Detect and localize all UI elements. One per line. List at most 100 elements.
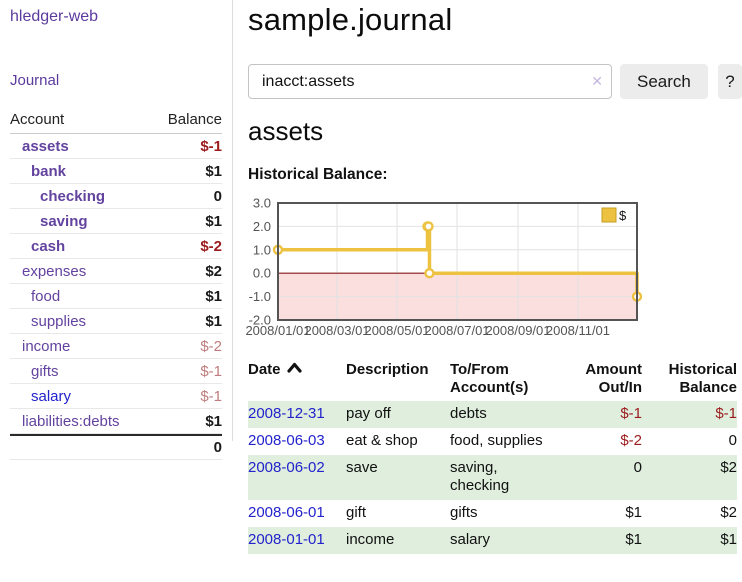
accounts-header-balance: Balance [167, 111, 222, 128]
register-cell-description: eat & shop [346, 432, 418, 449]
sidebar-account-link-cash[interactable]: cash [31, 237, 66, 255]
search-button[interactable]: Search [620, 64, 708, 99]
main-content: sample.journal ✕ Search ? assets Histori… [245, 0, 742, 554]
register-cell-amount: $1 [625, 531, 642, 548]
register-cell-balance: $2 [720, 504, 737, 521]
sidebar-account-link-saving[interactable]: saving [40, 212, 88, 230]
account-row: food $1 [10, 284, 222, 309]
transaction-date-link[interactable]: 2008-01-01 [248, 531, 325, 548]
register-cell-description: income [346, 531, 395, 548]
account-heading: assets [248, 116, 324, 146]
account-row: assets $-1 [10, 134, 222, 159]
x-axis-tick-label: 2008/03/01 [304, 323, 369, 338]
account-balance: $2 [205, 262, 222, 280]
register-cell-balance: $2 [720, 459, 737, 476]
register-cell-accounts: food, supplies [450, 432, 543, 449]
register-row: 2008-12-31 pay off debts $-1 $-1 [248, 401, 737, 428]
sidebar-account-link-supplies[interactable]: supplies [31, 312, 87, 330]
account-balance: $1 [205, 412, 222, 430]
legend-label: $ [619, 208, 627, 223]
help-button[interactable]: ? [717, 64, 742, 99]
register-cell-amount: 0 [633, 459, 642, 476]
account-row: liabilities:debts $1 [10, 409, 222, 434]
sidebar-account-link-salary[interactable]: salary [31, 387, 72, 405]
y-axis-tick-label: -2.0 [249, 313, 271, 328]
account-balance: $1 [205, 312, 222, 330]
account-balance: $-1 [200, 137, 222, 155]
search-bar: ✕ Search ? [248, 64, 742, 99]
x-axis-tick-label: 2008/11/01 [546, 323, 610, 338]
brand-link[interactable]: hledger-web [10, 8, 99, 25]
y-axis-tick-label: -1.0 [249, 289, 271, 304]
y-axis-tick-label: 0.0 [253, 266, 271, 281]
sidebar-account-link-assets[interactable]: assets [22, 137, 69, 155]
transaction-date-link[interactable]: 2008-06-01 [248, 504, 325, 521]
register-cell-description: save [346, 459, 378, 476]
accounts-total-value: 0 [213, 439, 222, 456]
account-balance: 0 [213, 187, 222, 205]
register-cell-amount: $-2 [620, 432, 642, 449]
account-balance: $-2 [200, 237, 222, 255]
register-header-description[interactable]: Description [346, 361, 450, 401]
register-row: 2008-06-01 gift gifts $1 $2 [248, 500, 737, 527]
register-header-label: Description [346, 361, 429, 378]
register-header-accounts[interactable]: To/From Account(s) [450, 361, 560, 401]
clear-search-icon[interactable]: ✕ [591, 73, 603, 89]
search-input[interactable] [248, 64, 612, 99]
y-axis-tick-label: 3.0 [253, 197, 271, 211]
register-header-date[interactable]: Date [248, 361, 346, 401]
x-axis-tick-label: 2008/07/01 [424, 323, 489, 338]
sidebar-account-link-liabilities-debts[interactable]: liabilities:debts [22, 412, 120, 430]
register-cell-description: pay off [346, 405, 391, 422]
register-header-label: Date [248, 361, 281, 378]
transaction-date-link[interactable]: 2008-12-31 [248, 405, 325, 422]
account-balance: $-2 [200, 337, 222, 355]
sort-ascending-icon [286, 362, 302, 373]
account-row: expenses $2 [10, 259, 222, 284]
account-balance: $1 [205, 162, 222, 180]
register-cell-accounts: saving, checking [450, 459, 510, 494]
register-header-label: Historical Balance [668, 361, 737, 396]
account-balance: $1 [205, 212, 222, 230]
transaction-date-link[interactable]: 2008-06-02 [248, 459, 325, 476]
sidebar-account-link-gifts[interactable]: gifts [31, 362, 59, 380]
account-row: bank $1 [10, 159, 222, 184]
account-row: supplies $1 [10, 309, 222, 334]
register-header-amount[interactable]: Amount Out/In [560, 361, 642, 401]
legend-swatch [601, 207, 617, 223]
historical-balance-chart: $3.0 2.0 1.0 0.0 -1.0 -2.0 2008/01/01 2008/03/0… [244, 197, 742, 345]
sidebar-account-link-income[interactable]: income [22, 337, 71, 355]
register-cell-accounts: salary [450, 531, 491, 548]
data-point-marker [423, 221, 434, 232]
x-axis-tick-label: 2008/05/01 [364, 323, 429, 338]
register-cell-balance: $1 [720, 531, 737, 548]
register-table: Date Description To/From Account(s) Amount … [248, 361, 737, 554]
y-axis-tick-label: 2.0 [253, 219, 271, 234]
accounts-total-row: 0 [10, 434, 222, 460]
chart-title: Historical Balance: [248, 166, 388, 183]
register-header-balance[interactable]: Historical Balance [642, 361, 737, 401]
y-axis-tick-label: 1.0 [253, 242, 271, 257]
register-header-label: Amount Out/In [585, 361, 642, 396]
register-cell-amount: $-1 [620, 405, 642, 422]
page-title: sample.journal [248, 2, 453, 37]
accounts-header-account: Account [10, 111, 65, 128]
sidebar-account-link-checking[interactable]: checking [40, 187, 106, 205]
sidebar-account-link-food[interactable]: food [31, 287, 61, 305]
accounts-table-header: Account Balance [10, 109, 222, 134]
register-cell-accounts: debts [450, 405, 487, 422]
x-axis-tick-label: 2008/01/01 [245, 323, 310, 338]
account-row: checking 0 [10, 184, 222, 209]
sidebar-account-link-expenses[interactable]: expenses [22, 262, 87, 280]
register-header-label: To/From Account(s) [450, 361, 529, 396]
accounts-table: Account Balance assets $-1 bank $1 checking 0… [10, 109, 222, 460]
account-row: saving $1 [10, 209, 222, 234]
account-row: gifts $-1 [10, 359, 222, 384]
sidebar-item-journal[interactable]: Journal [10, 72, 60, 89]
register-row: 2008-06-02 save saving, checking 0 $2 [248, 455, 737, 500]
register-cell-description: gift [346, 504, 367, 521]
transaction-date-link[interactable]: 2008-06-03 [248, 432, 325, 449]
account-row: salary $-1 [10, 384, 222, 409]
sidebar-account-link-bank[interactable]: bank [31, 162, 67, 180]
